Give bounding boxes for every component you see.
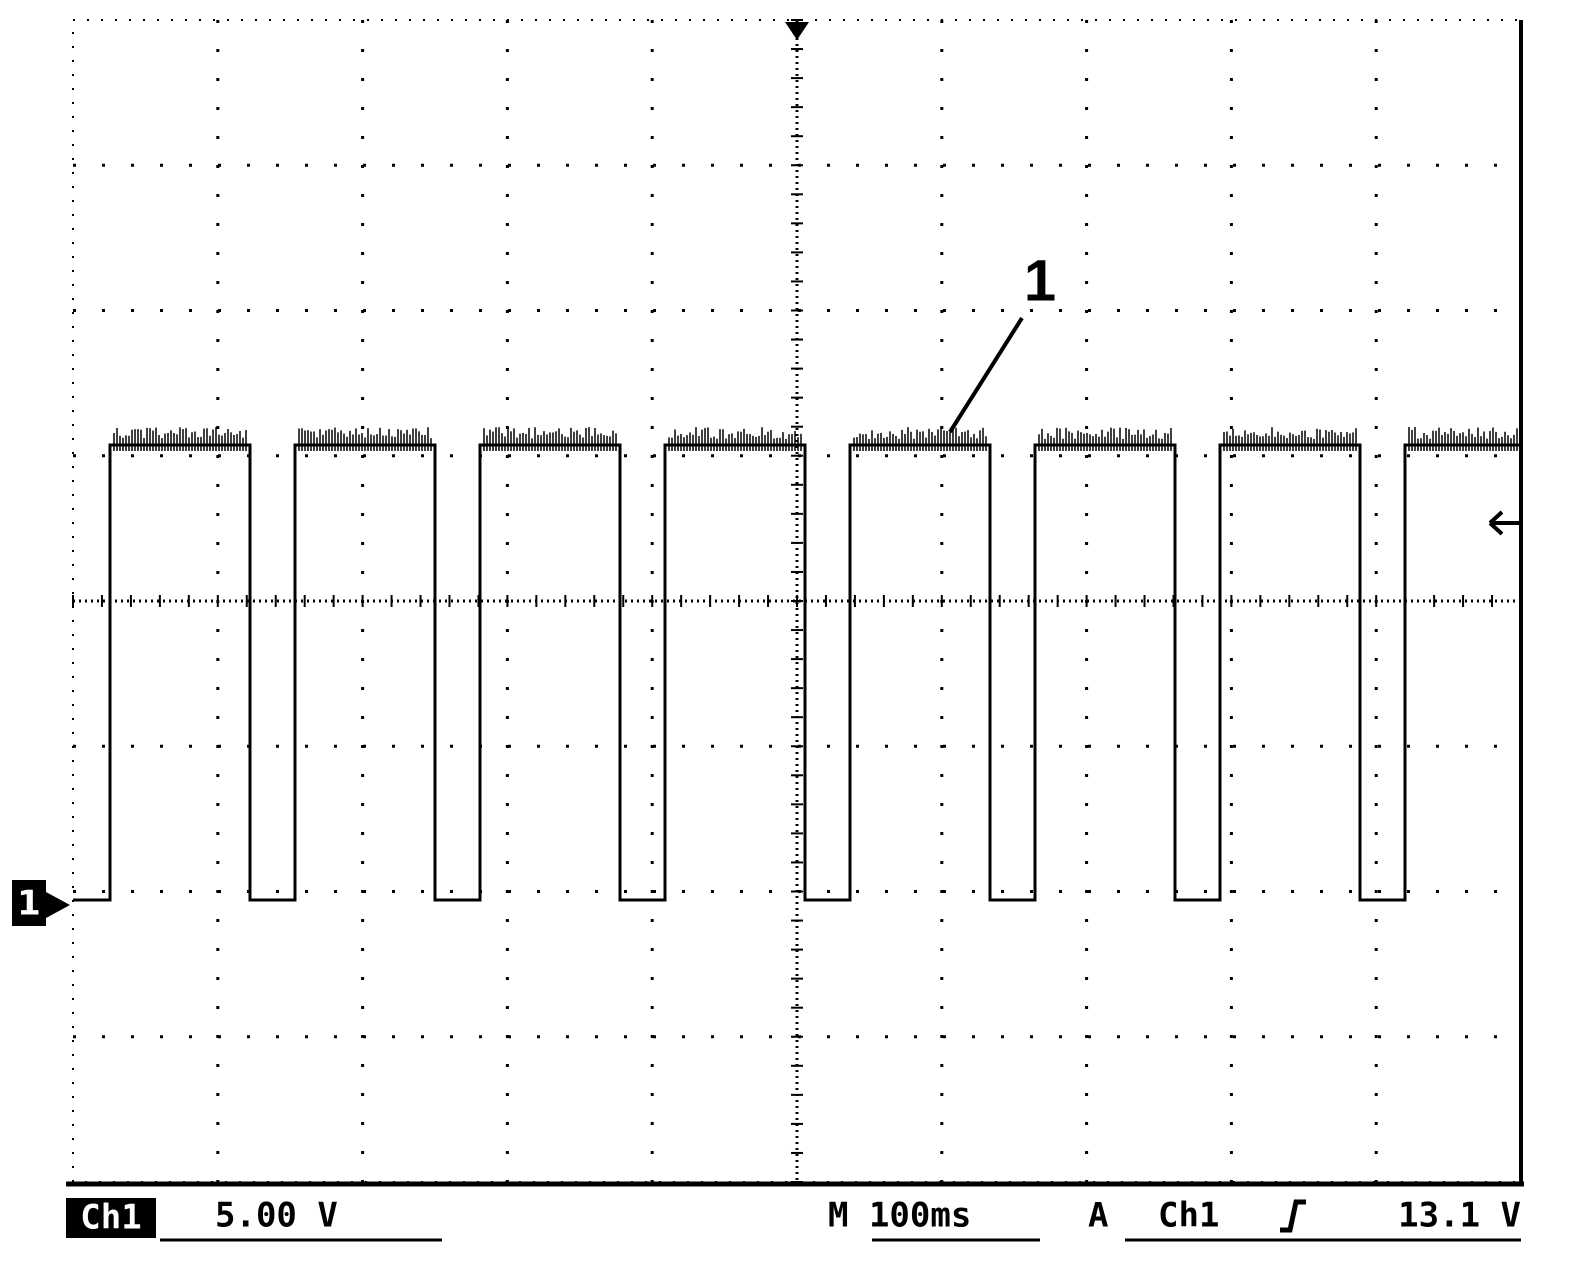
- waveform-noise: [113, 427, 1518, 451]
- channel-marker-arrow: [46, 892, 70, 918]
- annotation-leader: [948, 316, 1024, 434]
- channel-label-box: [66, 1198, 156, 1238]
- graticule: [72, 19, 1522, 1183]
- trigger-mode: A: [1088, 1196, 1108, 1236]
- channel-label: Ch1: [80, 1198, 141, 1238]
- trigger-slope-icon: [1280, 1199, 1306, 1233]
- channel-marker: 1: [17, 884, 41, 924]
- trigger-level-marker: [1488, 510, 1520, 536]
- annotation-label: 1: [1024, 248, 1056, 313]
- trigger-position-marker: [785, 22, 809, 40]
- timebase: M 100ms: [828, 1196, 971, 1236]
- vertical-scale: 5.00 V: [215, 1196, 338, 1236]
- channel-marker-box: [12, 880, 46, 926]
- waveform: [73, 443, 1521, 902]
- trigger-level: 13.1 V: [1398, 1196, 1521, 1236]
- trigger-source: Ch1: [1158, 1196, 1219, 1236]
